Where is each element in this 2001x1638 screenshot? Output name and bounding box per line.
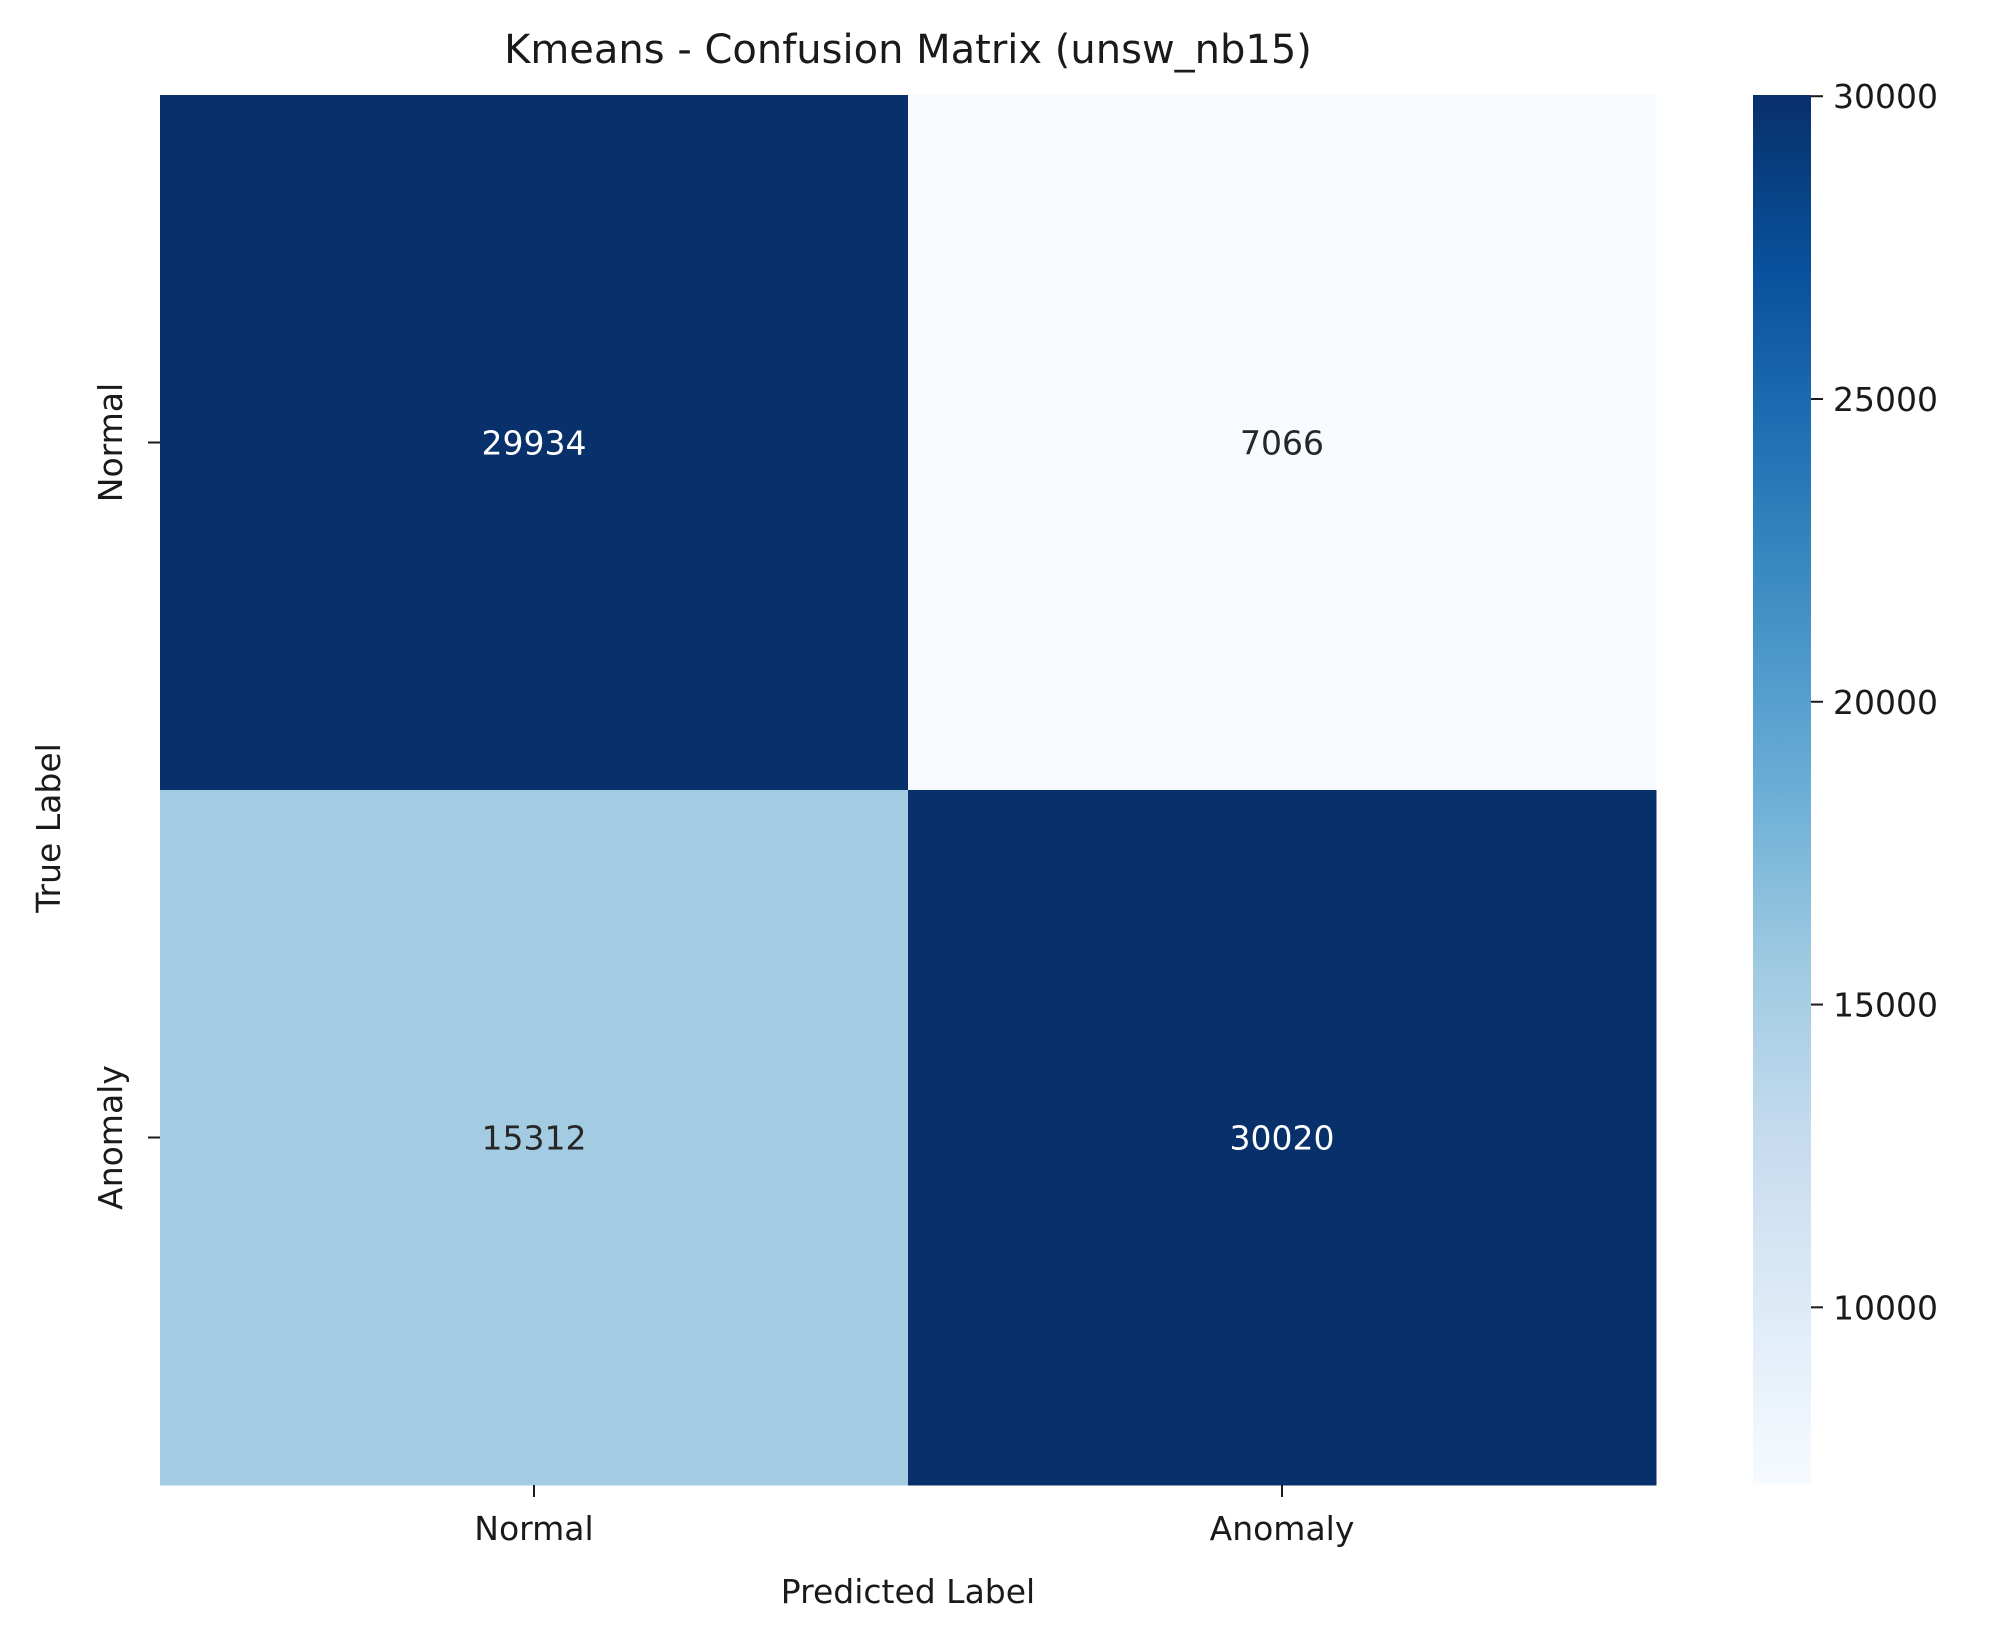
y-tick-label: Normal [91,383,130,502]
colorbar-tick-label: 20000 [1833,683,1938,722]
y-axis-ticks: Normal Anomaly [91,383,160,1210]
cell-value-label: 29934 [482,424,587,463]
heatmap-cells [160,95,1657,1486]
colorbar-tick-label: 25000 [1833,380,1938,419]
cell-value-label: 7066 [1240,424,1324,463]
x-axis-ticks: Normal Anomaly [474,1485,1354,1548]
colorbar [1753,95,1811,1485]
heatmap-cell [160,95,909,791]
x-tick-label: Normal [474,1509,593,1548]
cell-value-label: 30020 [1230,1119,1335,1158]
colorbar-tick-label: 30000 [1833,77,1938,116]
heatmap-cell [908,95,1657,791]
y-axis-label: True Label [29,743,68,914]
y-tick-label: Anomaly [91,1065,130,1210]
heatmap-cell-labels: 29934 7066 15312 30020 [482,424,1335,1158]
x-tick-label: Anomaly [1210,1509,1355,1548]
heatmap-cell [908,790,1657,1486]
colorbar-tick-label: 10000 [1833,1288,1938,1327]
cell-value-label: 15312 [482,1119,587,1158]
chart-title: Kmeans - Confusion Matrix (unsw_nb15) [504,27,1312,73]
x-axis-label: Predicted Label [781,1572,1035,1611]
heatmap-cell [160,790,909,1486]
colorbar-ticks: 10000 15000 20000 25000 30000 [1811,77,1938,1327]
colorbar-tick-label: 15000 [1833,986,1938,1025]
